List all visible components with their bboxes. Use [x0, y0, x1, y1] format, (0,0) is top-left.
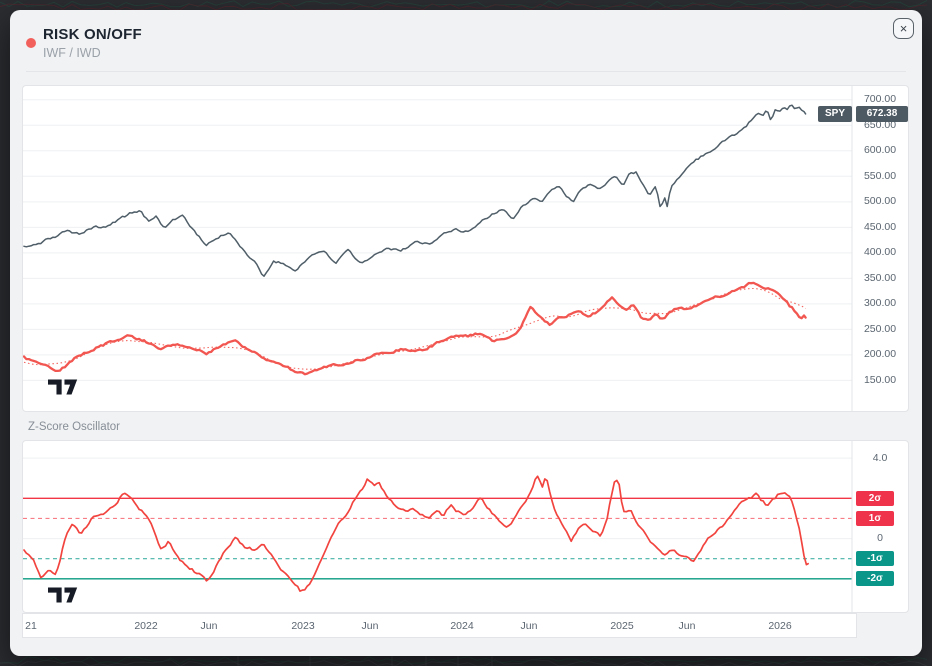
zscore-oscillator-label: Z-Score Oscillator: [28, 421, 121, 433]
price-axis-tick-label: 150.00: [863, 373, 897, 386]
risk-on-off-dialog: RISK ON/OFF IWF / IWD × 700.00 650.00 600.…: [10, 10, 922, 656]
background-chart-trace: [0, 2, 928, 11]
header-divider: [26, 71, 906, 72]
spy-symbol-badge: SPY: [818, 106, 852, 122]
time-axis-label: 2024: [450, 620, 474, 632]
zscore-line-series[interactable]: [23, 475, 809, 592]
dialog-title: RISK ON/OFF: [43, 26, 142, 43]
price-axis-tick-label: 700.00: [863, 93, 897, 106]
time-axis-label: Jun: [200, 620, 218, 632]
price-axis-tick-label: 350.00: [863, 271, 897, 284]
time-axis-label: 2025: [610, 620, 634, 632]
close-button[interactable]: ×: [893, 18, 914, 39]
price-axis-tick-label: 250.00: [863, 322, 897, 335]
time-axis-label: 2023: [291, 620, 315, 632]
zscore-axis-tick-label: 0: [877, 532, 883, 545]
zscore-chart[interactable]: [23, 441, 908, 612]
sigma-badge-2: 2σ: [856, 490, 894, 506]
background-chart-trace: [0, 0, 928, 8]
dialog-subtitle: IWF / IWD: [43, 46, 101, 60]
price-chart[interactable]: [23, 86, 908, 411]
iwf-iwd-line-series[interactable]: [23, 281, 807, 376]
close-icon: ×: [899, 21, 908, 36]
time-axis-label: Jun: [678, 620, 696, 632]
sigma-badge-1: 1σ: [856, 511, 894, 526]
price-axis-tick-label: 550.00: [863, 169, 897, 182]
spy-line-series[interactable]: [23, 104, 807, 277]
background-chart-trace: [0, 656, 928, 664]
price-axis-tick-label: 200.00: [863, 348, 897, 361]
price-axis-tick-label: 500.00: [863, 195, 897, 208]
zscore-axis-tick-label: 4.0: [872, 451, 888, 464]
sigma-badge--2: -2σ: [856, 571, 894, 587]
price-axis-tick-label: 300.00: [863, 297, 897, 310]
time-axis-label: Jun: [520, 620, 538, 632]
price-axis-tick-label: 450.00: [863, 220, 897, 233]
iwf-iwd-ma-dotted-line: [23, 287, 806, 370]
price-axis-tick-label: 600.00: [863, 144, 897, 157]
risk-status-dot-icon: [26, 38, 36, 48]
time-axis-label: 21: [25, 620, 37, 632]
tradingview-logo: [48, 587, 78, 603]
zscore-chart-card: 4.0 0 2σ 1σ -1σ -2σ: [22, 440, 909, 613]
price-axis-tick-label: 400.00: [863, 246, 897, 259]
tradingview-logo: [48, 379, 78, 395]
price-chart-card: 700.00 650.00 600.00 550.00 500.00 450.00 400.…: [22, 85, 909, 412]
time-axis-label: 2026: [768, 620, 792, 632]
sigma-badge--1: -1σ: [856, 551, 894, 567]
background-chart-trace: [0, 659, 928, 666]
time-axis-label: 2022: [134, 620, 158, 632]
time-axis[interactable]: 21 2022 Jun 2023 Jun 2024 Jun 2025 Jun 2026: [22, 613, 857, 638]
time-axis-label: Jun: [361, 620, 379, 632]
spy-last-price-badge: 672.38: [856, 106, 908, 122]
